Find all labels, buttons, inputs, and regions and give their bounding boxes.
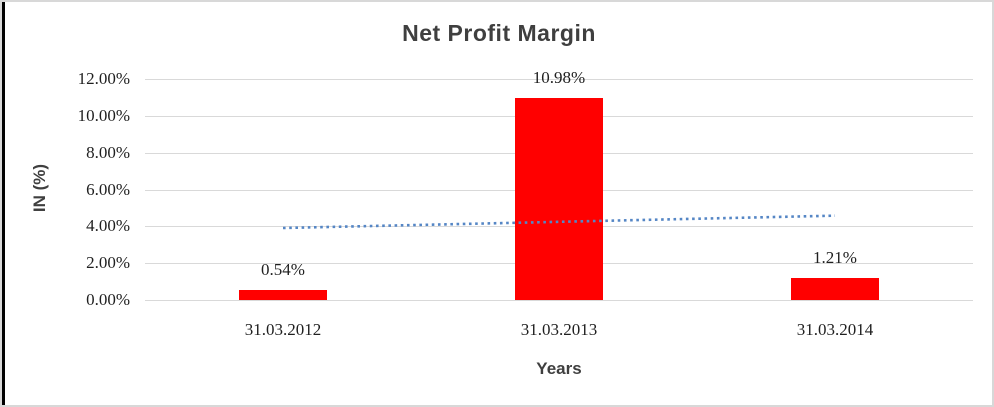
bar-31.03.2014[interactable] (791, 278, 879, 300)
trendline (282, 214, 836, 230)
y-axis-tick-label: 8.00% (86, 143, 130, 162)
gridline (145, 79, 973, 80)
left-edge-border (2, 2, 5, 405)
y-axis-tick-label: 12.00% (77, 69, 130, 88)
y-axis-tick-label: 0.00% (86, 290, 130, 309)
x-axis-title: Years (536, 359, 582, 378)
x-axis-tick-label: 31.03.2012 (244, 320, 322, 339)
y-axis-tick-label: 4.00% (86, 216, 130, 235)
y-axis-tick-label: 10.00% (77, 106, 130, 125)
bar-data-label: 10.98% (532, 68, 586, 87)
bar-data-label: 0.54% (261, 260, 305, 279)
gridline (145, 300, 973, 301)
bar-31.03.2012[interactable] (239, 290, 327, 300)
y-axis-tick-label: 6.00% (86, 180, 130, 199)
y-axis-tick-label: 2.00% (86, 253, 130, 272)
bar-data-label: 1.21% (813, 248, 857, 267)
chart-title: Net Profit Margin (402, 20, 596, 46)
x-axis-tick-label: 31.03.2013 (520, 320, 598, 339)
bar-31.03.2013[interactable] (515, 98, 603, 300)
x-axis-tick-label: 31.03.2014 (796, 320, 874, 339)
